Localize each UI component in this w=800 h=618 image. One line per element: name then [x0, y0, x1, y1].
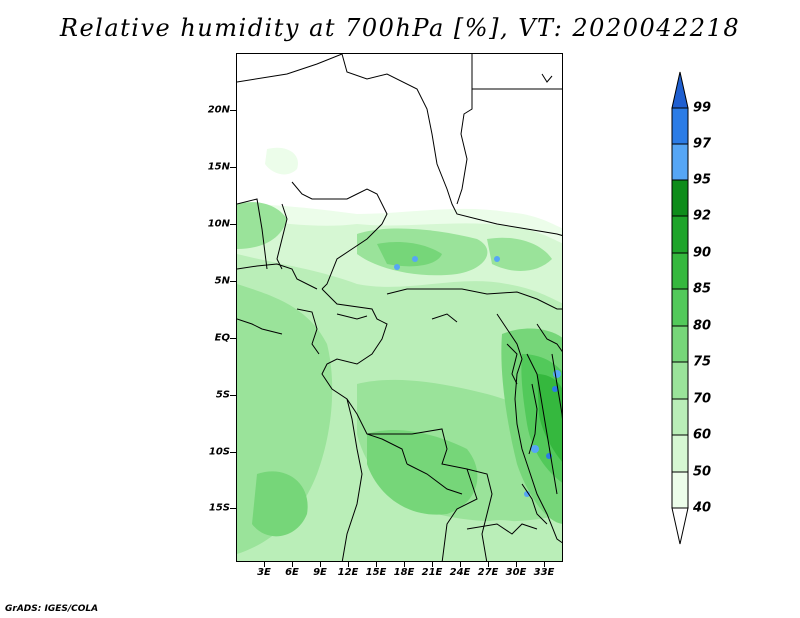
colorbar-label: 90 — [693, 245, 712, 261]
lat-label: 5S — [215, 389, 230, 401]
colorbar-label: 70 — [693, 391, 712, 407]
colorbar-label: 60 — [693, 427, 712, 443]
colorbar-label: 97 — [693, 136, 712, 152]
colorbar — [671, 71, 689, 545]
lon-label: 21E — [421, 567, 443, 578]
colorbar-label: 75 — [693, 354, 712, 370]
lon-label: 33E — [533, 567, 555, 578]
lon-label: 6E — [285, 567, 299, 578]
colorbar-segment — [671, 143, 689, 181]
colorbar-segment — [671, 471, 689, 509]
colorbar-segment — [671, 252, 689, 290]
lon-label: 18E — [393, 567, 415, 578]
lon-tick — [292, 562, 293, 567]
lon-tick — [544, 562, 545, 567]
lon-label: 24E — [449, 567, 471, 578]
colorbar-label: 40 — [693, 500, 712, 516]
lon-label: 12E — [337, 567, 359, 578]
colorbar-label: 50 — [693, 464, 712, 480]
lat-label: 10S — [208, 446, 230, 458]
lat-tick — [230, 224, 236, 225]
colorbar-segment — [671, 434, 689, 473]
lat-label: 15S — [208, 502, 230, 514]
lat-tick — [230, 281, 236, 282]
lat-tick — [230, 110, 236, 111]
lon-tick — [432, 562, 433, 567]
lon-label: 3E — [257, 567, 271, 578]
lon-tick — [376, 562, 377, 567]
colorbar-segment — [671, 325, 689, 363]
colorbar-segment — [671, 288, 689, 327]
humidity-field — [237, 54, 562, 561]
lat-tick — [230, 508, 236, 509]
colorbar-segment — [671, 215, 689, 254]
lon-tick — [320, 562, 321, 567]
colorbar-segment — [671, 107, 689, 145]
lat-label: EQ — [214, 332, 230, 344]
lon-label: 30E — [505, 567, 527, 578]
colorbar-label: 92 — [693, 208, 712, 224]
colorbar-label: 85 — [693, 281, 712, 297]
colorbar-segment — [671, 361, 689, 400]
lon-tick — [460, 562, 461, 567]
colorbar-segment — [671, 398, 689, 436]
lon-label: 9E — [313, 567, 327, 578]
chart-title: Relative humidity at 700hPa [%], VT: 202… — [59, 14, 741, 42]
lon-tick — [264, 562, 265, 567]
colorbar-bottom-arrow — [671, 507, 689, 545]
lat-tick — [230, 395, 236, 396]
lat-label: 15N — [207, 161, 230, 173]
lon-label: 15E — [365, 567, 387, 578]
colorbar-label: 95 — [693, 172, 712, 188]
lon-tick — [404, 562, 405, 567]
lon-tick — [488, 562, 489, 567]
credit-text: GrADS: IGES/COLA — [5, 604, 99, 614]
map-panel — [236, 53, 563, 562]
lat-label: 20N — [207, 104, 230, 116]
lat-tick — [230, 167, 236, 168]
lon-tick — [348, 562, 349, 567]
colorbar-segment — [671, 179, 689, 217]
colorbar-label: 80 — [693, 318, 712, 334]
colorbar-label: 99 — [693, 100, 712, 116]
colorbar-top-arrow — [671, 71, 689, 109]
lon-tick — [516, 562, 517, 567]
lat-label: 10N — [207, 218, 230, 230]
lat-tick — [230, 452, 236, 453]
lon-label: 27E — [477, 567, 499, 578]
lat-tick — [230, 338, 236, 339]
lat-label: 5N — [214, 275, 230, 287]
